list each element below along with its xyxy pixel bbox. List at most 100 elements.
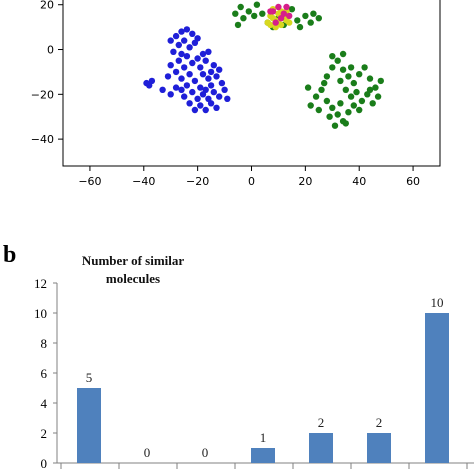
scatter-point (199, 71, 207, 78)
scatter-point (347, 93, 355, 100)
scatter-point (329, 53, 336, 60)
bar-data-label: 2 (376, 415, 383, 430)
scatter-point (337, 100, 344, 107)
scatter-point (374, 93, 382, 100)
scatter-point (267, 8, 274, 15)
scatter-point (366, 75, 374, 82)
scatter-point (181, 93, 188, 100)
scatter-point (178, 50, 185, 58)
scatter-point (353, 88, 360, 96)
bar-y-axis-title-line-1: Number of similar (82, 253, 185, 268)
scatter-point (175, 57, 182, 64)
bar-data-label: 10 (431, 295, 444, 310)
bar-panel: b Number of similar molecules 024681012 … (3, 242, 474, 471)
scatter-point (194, 95, 201, 103)
scatter-point (339, 50, 347, 58)
scatter-point (286, 12, 293, 20)
scatter-point (321, 79, 328, 87)
scatter-point (213, 73, 220, 80)
scatter-point (245, 8, 252, 15)
bar (77, 388, 101, 463)
scatter-point (237, 3, 244, 11)
scatter-y-ticks: 20 0 −20 −40 (31, 0, 63, 146)
scatter-point (302, 12, 309, 20)
scatter-point (377, 77, 384, 85)
scatter-point (318, 86, 325, 94)
bar-data-label: 1 (260, 430, 267, 445)
scatter-panel: 20 0 −20 −40 −60 −40 −20 0 20 40 60 (31, 0, 441, 188)
scatter-point (199, 50, 207, 58)
bar-y-tick-label: 6 (41, 366, 48, 381)
scatter-point (334, 111, 341, 118)
scatter-x-tick-label: −60 (78, 175, 101, 188)
scatter-x-tick-label: 40 (352, 175, 366, 188)
bar (367, 433, 391, 463)
scatter-point (183, 82, 191, 89)
bar-y-tick-label: 0 (41, 456, 48, 471)
scatter-point (369, 100, 376, 107)
bar (309, 433, 333, 463)
scatter-x-tick-label: 60 (406, 175, 420, 188)
scatter-point (277, 15, 285, 22)
scatter-point (224, 95, 231, 103)
scatter-point (207, 68, 215, 76)
scatter-point (296, 23, 304, 31)
scatter-point (310, 10, 317, 17)
scatter-point (218, 79, 226, 87)
scatter-point (361, 64, 368, 71)
scatter-point (345, 73, 352, 80)
scatter-points (143, 1, 384, 129)
panel-b-label: b (3, 242, 16, 268)
scatter-point (307, 19, 314, 26)
scatter-point (283, 3, 290, 11)
scatter-point (329, 104, 336, 112)
scatter-point (191, 77, 199, 85)
scatter-point (202, 86, 209, 94)
scatter-x-ticks: −60 −40 −20 0 20 40 60 (78, 166, 420, 188)
scatter-point (210, 61, 217, 69)
scatter-point (356, 71, 363, 78)
scatter-point (172, 84, 180, 91)
scatter-point (272, 19, 279, 26)
scatter-point (372, 84, 379, 91)
scatter-point (350, 102, 357, 109)
scatter-point (197, 84, 204, 91)
scatter-point (159, 86, 166, 94)
scatter-point (210, 88, 217, 96)
scatter-point (347, 64, 355, 71)
bar-y-tick-label: 4 (41, 396, 48, 411)
scatter-point (197, 102, 204, 109)
scatter-point (366, 86, 374, 94)
bar-y-tick-label: 10 (34, 306, 47, 321)
scatter-point (189, 30, 196, 37)
scatter-point (240, 15, 247, 22)
scatter-y-tick-label: 20 (40, 0, 54, 12)
scatter-point (356, 106, 363, 114)
scatter-point (186, 71, 193, 78)
bar-y-tick-label: 8 (41, 336, 48, 351)
scatter-point (253, 1, 261, 8)
scatter-point (216, 66, 223, 73)
bar-y-tick-label: 12 (34, 276, 47, 291)
scatter-point (191, 39, 199, 46)
scatter-point (197, 64, 204, 71)
scatter-point (175, 41, 182, 49)
scatter-point (146, 82, 153, 89)
scatter-y-tick-label: −40 (31, 133, 54, 146)
scatter-point (232, 10, 239, 17)
scatter-point (345, 109, 352, 116)
bar-data-label: 5 (86, 370, 93, 385)
scatter-point (202, 106, 209, 114)
scatter-point (234, 21, 242, 29)
scatter-point (342, 120, 349, 127)
scatter-point (337, 77, 344, 85)
scatter-point (186, 44, 193, 51)
bars: 5 0 0 1 2 2 10 (77, 295, 449, 463)
bar-x-category-ticks (60, 463, 468, 469)
scatter-point (315, 15, 322, 22)
scatter-point (288, 6, 296, 13)
scatter-point (294, 17, 301, 24)
scatter-point (307, 102, 314, 109)
scatter-point (205, 48, 212, 55)
scatter-point (172, 68, 180, 76)
